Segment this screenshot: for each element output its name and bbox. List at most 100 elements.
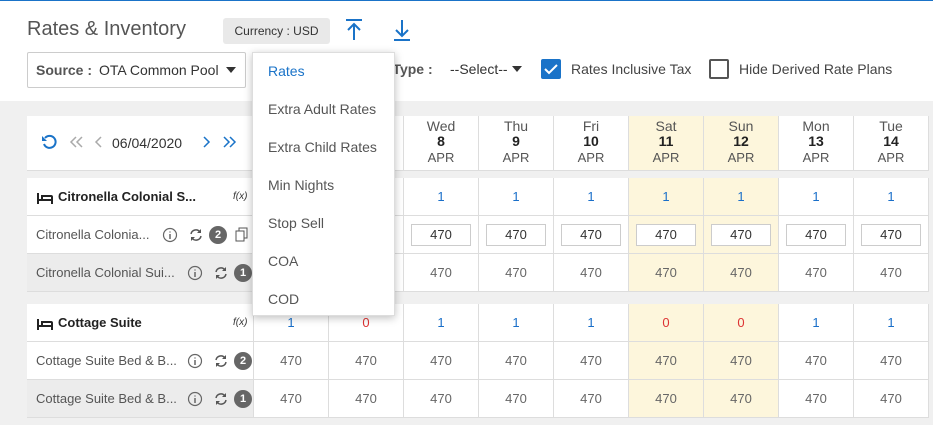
info-icon-glyph — [162, 227, 178, 243]
value-cell: 1 — [404, 304, 479, 342]
day-name: Mon — [802, 118, 830, 134]
date-cell: Sat 11 APR — [629, 116, 704, 171]
rate-input[interactable]: 470 — [861, 224, 921, 246]
value-cell: 0 — [704, 304, 779, 342]
source-label: Source : — [36, 62, 93, 78]
value-cell: 470 — [404, 216, 479, 254]
month: APR — [427, 150, 455, 165]
value-cell: 1 — [404, 178, 479, 216]
derived-badge[interactable]: 1 — [234, 390, 252, 408]
availability: 0 — [662, 315, 670, 330]
availability: 1 — [812, 189, 820, 204]
last-icon[interactable] — [223, 136, 237, 148]
rate-input[interactable]: 470 — [786, 224, 846, 246]
rate-input[interactable]: 470 — [486, 224, 546, 246]
info-icon[interactable] — [187, 265, 203, 281]
reset-icon[interactable] — [41, 134, 57, 150]
rate: 470 — [430, 391, 452, 406]
value-cell: 1 — [479, 304, 554, 342]
value-cell: 1 — [854, 304, 929, 342]
formula[interactable]: f(x) — [233, 191, 248, 202]
first-icon[interactable] — [69, 136, 83, 148]
checkbox-label: Rates Inclusive Tax — [571, 61, 692, 77]
value-cell: 470 — [479, 254, 554, 292]
room-name: Citronella Colonial S... — [58, 189, 196, 204]
menu-item[interactable]: COA — [268, 253, 299, 269]
rate-input[interactable]: 470 — [711, 224, 771, 246]
download-icon[interactable] — [391, 18, 413, 42]
day-name: Fri — [582, 118, 600, 134]
day-date: 9 — [512, 133, 520, 149]
value-cell: 470 — [854, 380, 929, 418]
checkbox[interactable] — [709, 59, 729, 79]
sync-icon-glyph — [190, 229, 202, 241]
derived-badge[interactable]: 2 — [209, 226, 227, 244]
availability: 1 — [812, 315, 820, 330]
info-icon[interactable] — [162, 227, 178, 243]
rate-plan-name: Citronella Colonial Sui... — [36, 265, 175, 280]
copy-icon[interactable] — [235, 227, 249, 243]
menu-item[interactable]: Extra Adult Rates — [268, 101, 377, 117]
upload-icon[interactable] — [343, 18, 365, 42]
bed-icon-glyph — [37, 193, 53, 204]
rate: 470 — [730, 353, 752, 368]
derived-badge[interactable]: 2 — [234, 352, 252, 370]
info-icon[interactable] — [187, 353, 203, 369]
next-icon[interactable] — [203, 136, 211, 148]
type-select[interactable]: n Type : --Select-- — [380, 52, 530, 88]
nav-date[interactable]: 06/04/2020 — [112, 135, 183, 151]
menu-item[interactable]: Extra Child Rates — [268, 139, 377, 155]
sync-icon[interactable] — [213, 353, 229, 369]
month: APR — [502, 150, 530, 165]
rate: 470 — [880, 353, 902, 368]
rate-input[interactable]: 470 — [411, 224, 471, 246]
sync-icon-glyph — [215, 267, 227, 279]
toolbar — [0, 0, 933, 101]
room-cell: Cottage Suite f(x) — [27, 304, 254, 342]
sync-icon[interactable] — [213, 391, 229, 407]
value-cell: 470 — [479, 380, 554, 418]
source-select[interactable]: Source : OTA Common Pool — [27, 52, 246, 88]
derived-badge[interactable]: 1 — [234, 264, 252, 282]
sync-icon[interactable] — [213, 265, 229, 281]
rate: 470 — [355, 391, 377, 406]
rate: 470 — [505, 391, 527, 406]
availability: 0 — [737, 315, 745, 330]
month: APR — [652, 150, 680, 165]
formula[interactable]: f(x) — [233, 317, 248, 328]
value-cell: 470 — [479, 342, 554, 380]
menu-item[interactable]: COD — [268, 291, 300, 307]
rate-input[interactable]: 470 — [561, 224, 621, 246]
menu-item[interactable]: Min Nights — [268, 177, 335, 193]
info-icon[interactable] — [187, 391, 203, 407]
page-title: Rates & Inventory — [27, 18, 186, 40]
rate-input[interactable]: 470 — [636, 224, 696, 246]
value-cell: 470 — [329, 342, 404, 380]
value-cell: 470 — [629, 342, 704, 380]
value-cell: 470 — [854, 216, 929, 254]
value-cell: 470 — [554, 380, 629, 418]
rate: 470 — [730, 265, 752, 280]
rate-plan-cell: Citronella Colonia... 2 — [27, 216, 254, 254]
info-icon-glyph — [187, 353, 203, 369]
menu-item[interactable]: Stop Sell — [268, 215, 325, 231]
date-cell: Fri 10 APR — [554, 116, 629, 171]
availability: 0 — [362, 315, 370, 330]
rate: 470 — [880, 391, 902, 406]
value-cell: 1 — [554, 178, 629, 216]
checkbox[interactable] — [541, 59, 561, 79]
value-cell: 470 — [404, 342, 479, 380]
availability: 1 — [887, 315, 895, 330]
rate: 470 — [880, 265, 902, 280]
menu-item[interactable]: Rates — [268, 63, 305, 79]
rate: 470 — [505, 353, 527, 368]
prev-icon[interactable] — [94, 136, 102, 148]
rate: 470 — [280, 391, 302, 406]
value-cell: 1 — [779, 304, 854, 342]
sync-icon-glyph — [215, 393, 227, 405]
value-cell: 470 — [554, 216, 629, 254]
rate-plan-name: Cottage Suite Bed & B... — [36, 391, 177, 406]
day-date: 10 — [583, 133, 599, 149]
rate-plan-name: Citronella Colonia... — [36, 227, 150, 242]
sync-icon[interactable] — [188, 227, 204, 243]
